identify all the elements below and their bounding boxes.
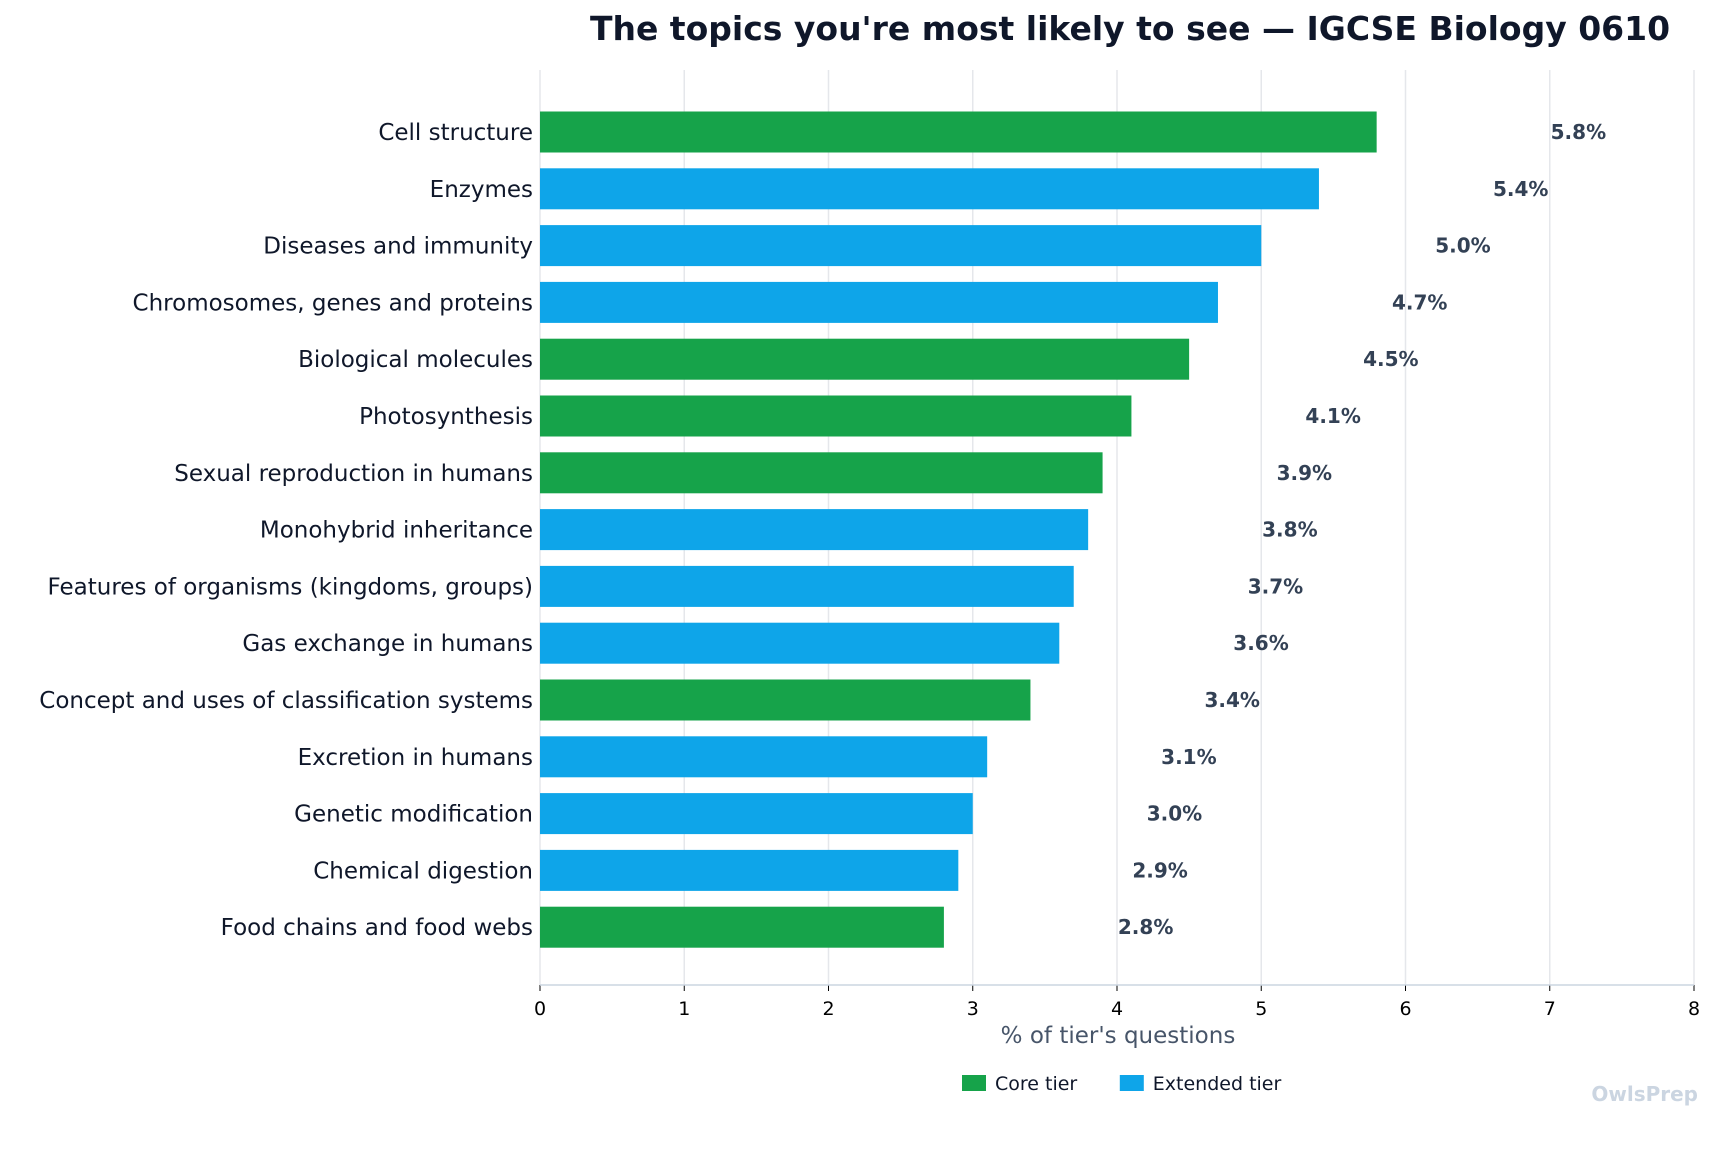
legend-swatch-extended bbox=[1119, 1075, 1144, 1091]
bar-core bbox=[540, 111, 1377, 153]
category-label: Photosynthesis bbox=[359, 404, 533, 430]
value-label: 3.1% bbox=[1161, 745, 1216, 769]
x-tick-label: 3 bbox=[967, 998, 979, 1020]
bar-core bbox=[540, 906, 944, 948]
x-tick-label: 5 bbox=[1255, 998, 1267, 1020]
category-label: Diseases and immunity bbox=[263, 234, 533, 260]
bar-extended bbox=[540, 793, 973, 835]
legend-label-extended: Extended tier bbox=[1153, 1073, 1282, 1095]
category-label: Biological molecules bbox=[298, 347, 533, 373]
value-label: 5.4% bbox=[1493, 177, 1548, 201]
x-axis: 0 1 2 3 4 5 6 7 8 bbox=[534, 984, 1700, 1020]
bar-core bbox=[540, 338, 1190, 380]
bar-extended bbox=[540, 565, 1074, 607]
x-tick-label: 7 bbox=[1544, 998, 1556, 1020]
bar-extended bbox=[540, 849, 959, 891]
legend: Core tier Extended tier bbox=[962, 1073, 1281, 1095]
category-labels: Cell structure Enzymes Diseases and immuni… bbox=[39, 120, 533, 941]
value-label: 4.5% bbox=[1363, 347, 1418, 371]
x-tick-label: 4 bbox=[1111, 998, 1123, 1020]
category-label: Enzymes bbox=[430, 177, 533, 203]
watermark: OwlsPrep bbox=[1591, 1082, 1698, 1106]
category-label: Food chains and food webs bbox=[221, 915, 533, 941]
value-label: 2.8% bbox=[1118, 915, 1173, 939]
value-label: 3.4% bbox=[1204, 688, 1259, 712]
category-label: Features of organisms (kingdoms, groups) bbox=[48, 574, 533, 600]
value-label: 2.9% bbox=[1132, 858, 1187, 882]
value-labels: 5.8% 5.4% 5.0% 4.7% 4.5% 4.1% 3.9% 3.8% 3.7% 3.6%… bbox=[1118, 120, 1606, 939]
bars bbox=[540, 111, 1377, 948]
x-tick-label: 1 bbox=[678, 998, 690, 1020]
category-label: Chromosomes, genes and proteins bbox=[133, 290, 533, 316]
category-label: Excretion in humans bbox=[298, 745, 533, 771]
value-label: 3.0% bbox=[1147, 802, 1202, 826]
value-label: 3.6% bbox=[1233, 631, 1288, 655]
value-label: 5.8% bbox=[1551, 120, 1606, 144]
bar-core bbox=[540, 395, 1132, 437]
x-tick-label: 0 bbox=[534, 998, 546, 1020]
bar-extended bbox=[540, 622, 1060, 664]
legend-label-core: Core tier bbox=[995, 1073, 1077, 1095]
bar-core bbox=[540, 679, 1031, 721]
chart-title: The topics you're most likely to see — I… bbox=[590, 9, 1670, 48]
value-label: 4.1% bbox=[1305, 404, 1360, 428]
category-label: Gas exchange in humans bbox=[242, 631, 533, 657]
x-tick-label: 6 bbox=[1399, 998, 1411, 1020]
category-label: Monohybrid inheritance bbox=[260, 518, 533, 544]
bar-extended bbox=[540, 509, 1089, 551]
bar-extended bbox=[540, 281, 1218, 323]
category-label: Genetic modification bbox=[294, 802, 533, 828]
value-label: 4.7% bbox=[1392, 290, 1447, 314]
x-tick-label: 2 bbox=[822, 998, 834, 1020]
x-tick-label: 8 bbox=[1688, 998, 1700, 1020]
bar-core bbox=[540, 452, 1103, 494]
bar-extended bbox=[540, 736, 988, 778]
value-label: 3.8% bbox=[1262, 518, 1317, 542]
x-axis-label: % of tier's questions bbox=[1001, 1023, 1236, 1049]
category-label: Cell structure bbox=[378, 120, 533, 146]
bar-extended bbox=[540, 168, 1319, 210]
value-label: 3.7% bbox=[1248, 574, 1303, 598]
value-label: 3.9% bbox=[1277, 461, 1332, 485]
value-label: 5.0% bbox=[1435, 234, 1490, 258]
legend-swatch-core bbox=[962, 1075, 986, 1091]
category-label: Concept and uses of classification syste… bbox=[39, 688, 533, 714]
bar-extended bbox=[540, 225, 1262, 267]
category-label: Chemical digestion bbox=[313, 858, 533, 884]
category-label: Sexual reproduction in humans bbox=[174, 461, 533, 487]
